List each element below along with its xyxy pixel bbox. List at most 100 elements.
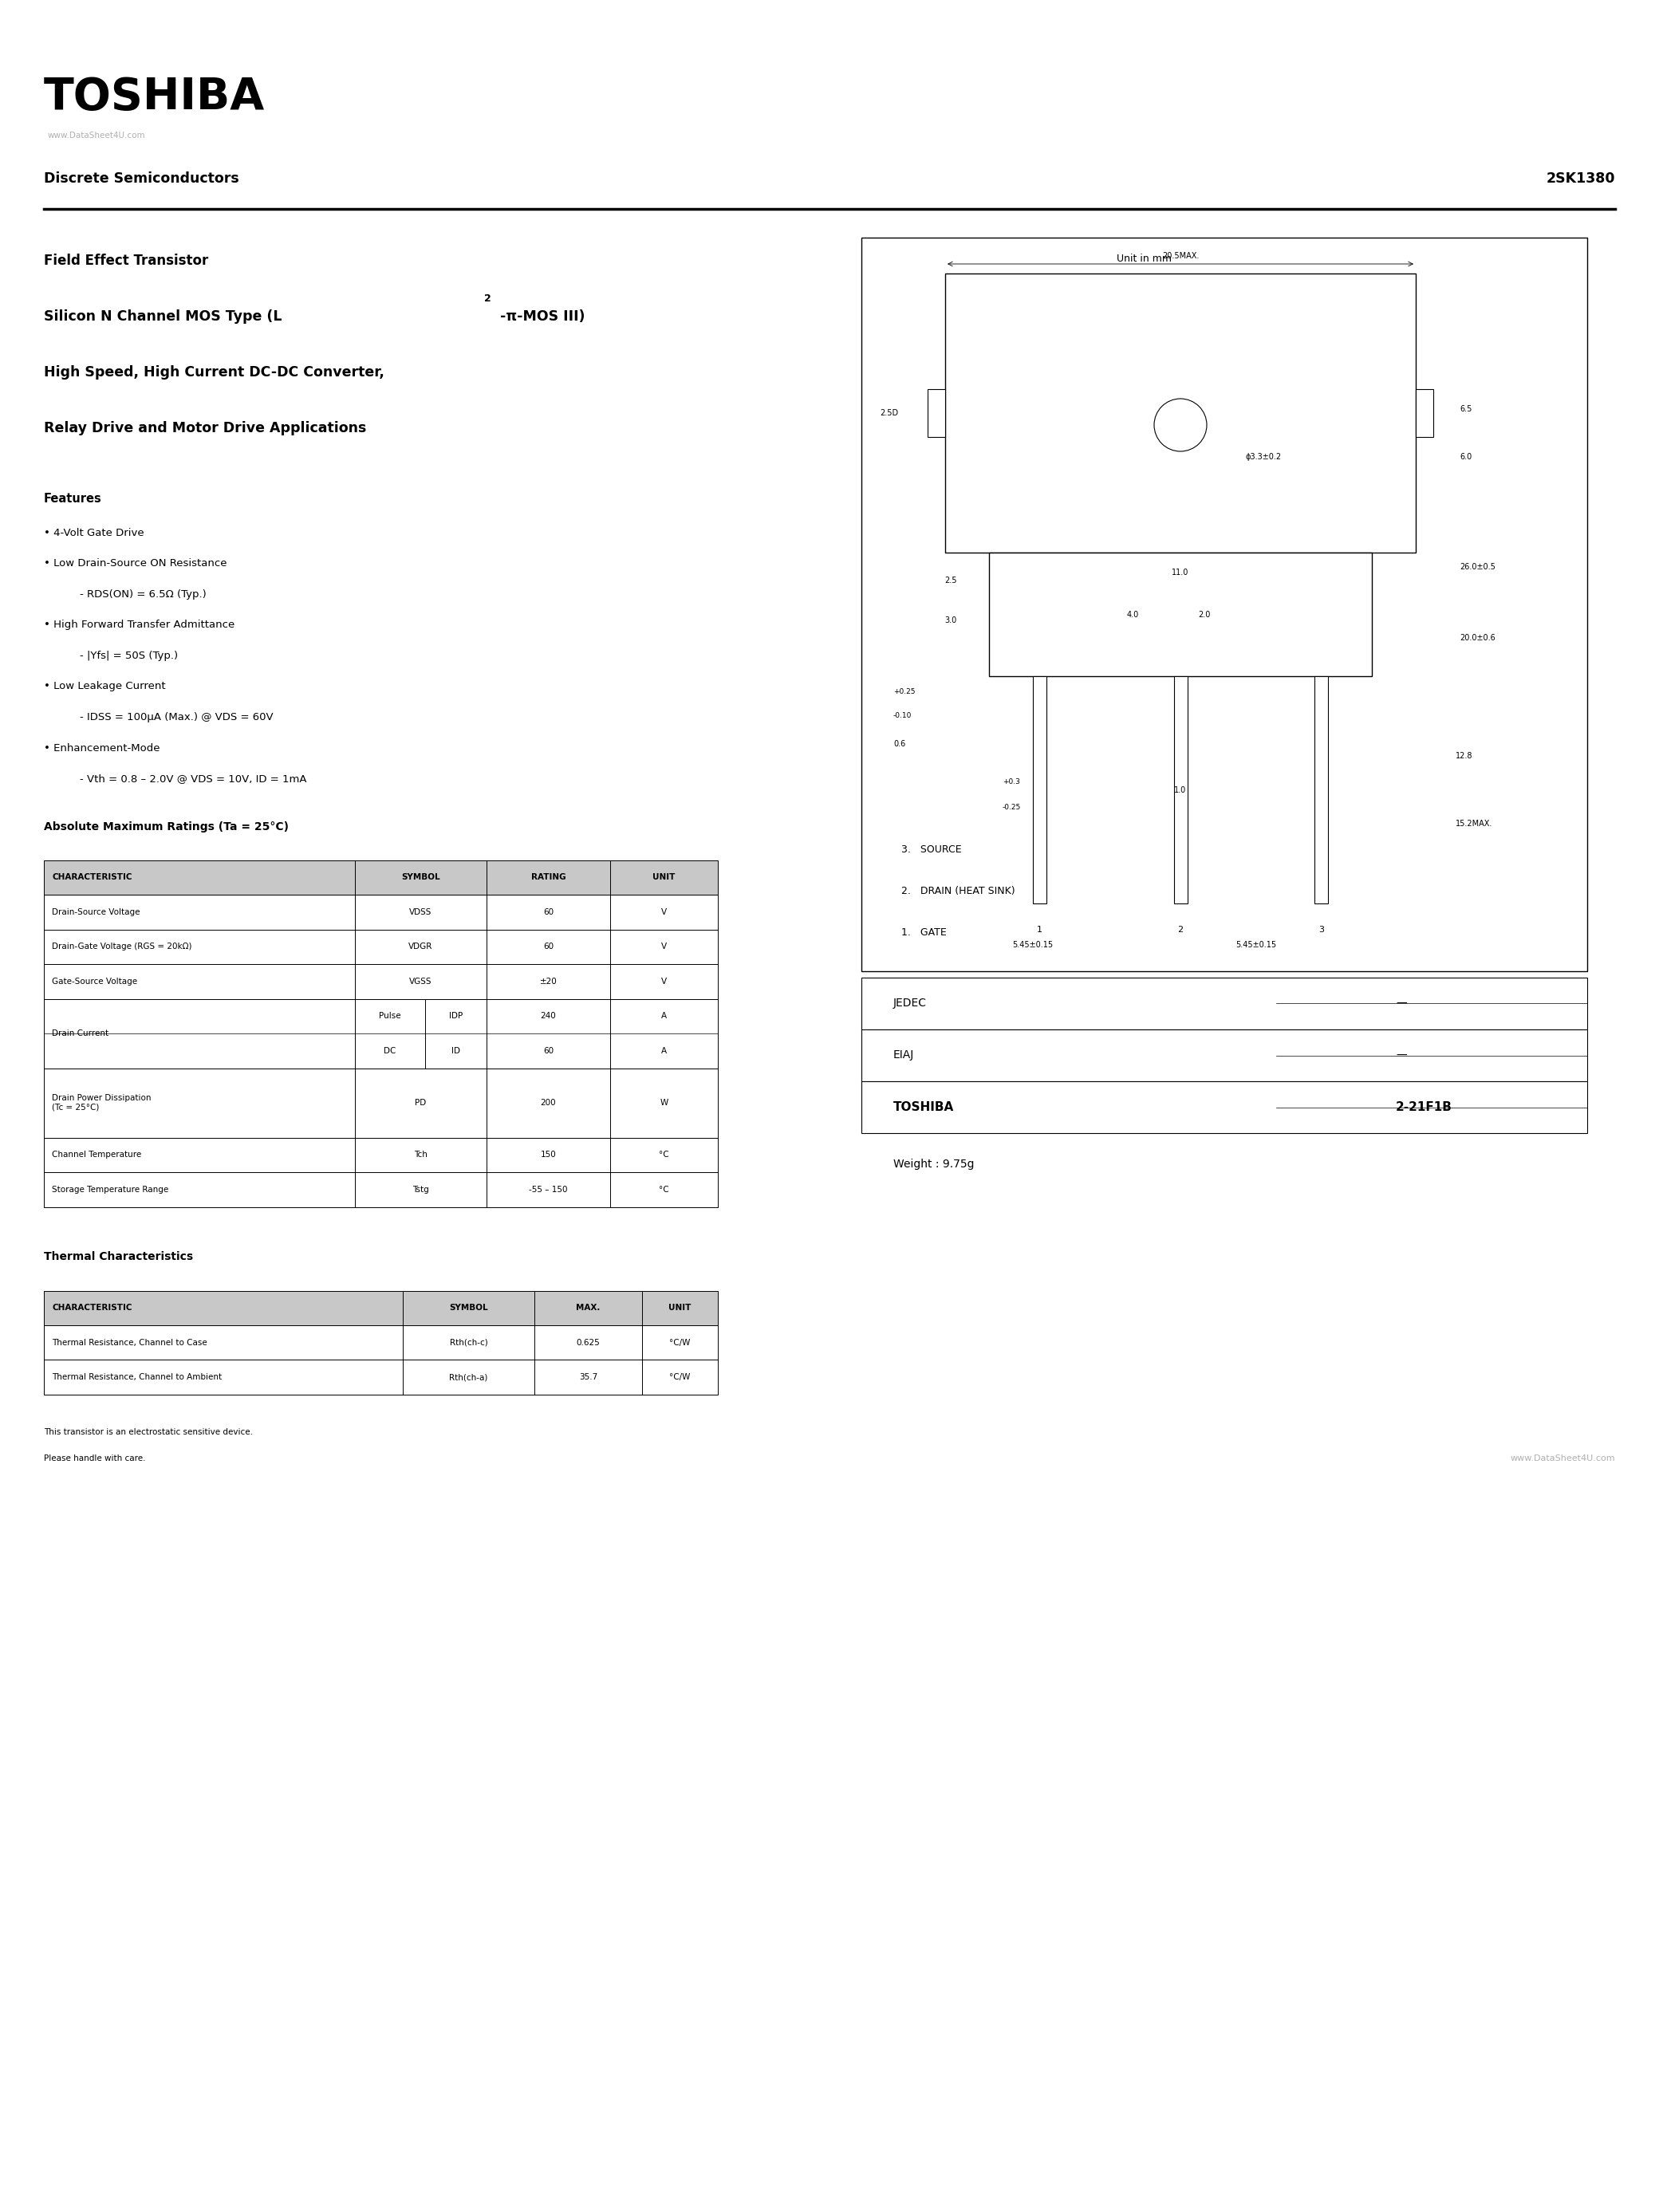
Text: Rth(ch-a): Rth(ch-a)	[450, 1374, 488, 1380]
Bar	[43, 1068, 718, 1137]
Bar	[927, 389, 946, 438]
Text: • 4-Volt Gate Drive: • 4-Volt Gate Drive	[43, 529, 144, 538]
Text: • High Forward Transfer Admittance: • High Forward Transfer Admittance	[43, 619, 234, 630]
Text: CHARACTERISTIC: CHARACTERISTIC	[51, 874, 133, 880]
Text: 6.5: 6.5	[1460, 405, 1472, 414]
Bar	[1314, 677, 1327, 902]
Text: Silicon N Channel MOS Type (L: Silicon N Channel MOS Type (L	[43, 310, 282, 323]
Text: ±20: ±20	[539, 978, 557, 984]
Text: 2.5D: 2.5D	[879, 409, 899, 418]
Text: +0.3: +0.3	[1002, 779, 1020, 785]
Text: IDP: IDP	[450, 1013, 463, 1020]
Text: 60: 60	[542, 942, 554, 951]
Text: 2.5: 2.5	[944, 577, 957, 584]
Text: VDGR: VDGR	[408, 942, 433, 951]
Text: 1: 1	[1037, 927, 1042, 933]
Text: -π-MOS III): -π-MOS III)	[499, 310, 586, 323]
Text: Thermal Characteristics: Thermal Characteristics	[43, 1250, 192, 1261]
Text: Absolute Maximum Ratings (Ta = 25°C): Absolute Maximum Ratings (Ta = 25°C)	[43, 821, 289, 834]
Text: Relay Drive and Motor Drive Applications: Relay Drive and Motor Drive Applications	[43, 420, 367, 436]
Text: 0.625: 0.625	[576, 1338, 601, 1347]
Text: Field Effect Transistor: Field Effect Transistor	[43, 254, 209, 268]
Text: 4.0: 4.0	[1126, 611, 1138, 619]
Text: • Low Leakage Current: • Low Leakage Current	[43, 681, 166, 692]
Text: TOSHIBA: TOSHIBA	[893, 1102, 954, 1113]
Text: 60: 60	[542, 909, 554, 916]
Text: —: —	[1395, 1051, 1407, 1062]
Text: °C/W: °C/W	[670, 1374, 690, 1380]
Bar	[861, 978, 1588, 1029]
Text: - IDSS = 100μA (Max.) @ VDS = 60V: - IDSS = 100μA (Max.) @ VDS = 60V	[80, 712, 274, 723]
Text: VGSS: VGSS	[410, 978, 431, 984]
Text: W: W	[660, 1099, 669, 1106]
Bar	[1173, 677, 1188, 902]
Text: 3: 3	[1319, 927, 1324, 933]
Text: 60: 60	[542, 1046, 554, 1055]
Text: -55 – 150: -55 – 150	[529, 1186, 567, 1194]
Text: 35.7: 35.7	[579, 1374, 597, 1380]
Text: °C: °C	[659, 1150, 669, 1159]
Text: 2-21F1B: 2-21F1B	[1395, 1102, 1452, 1113]
Text: A: A	[662, 1013, 667, 1020]
Text: 1.   GATE: 1. GATE	[901, 927, 947, 938]
Text: Weight : 9.75g: Weight : 9.75g	[893, 1159, 974, 1170]
Text: Drain Current: Drain Current	[51, 1029, 108, 1037]
Bar	[1034, 677, 1047, 902]
Text: A: A	[662, 1046, 667, 1055]
Text: RATING: RATING	[531, 874, 566, 880]
Text: • Low Drain-Source ON Resistance: • Low Drain-Source ON Resistance	[43, 560, 227, 568]
Text: Drain-Gate Voltage (RGS = 20kΩ): Drain-Gate Voltage (RGS = 20kΩ)	[51, 942, 192, 951]
Text: -0.25: -0.25	[1002, 803, 1020, 812]
Text: JEDEC: JEDEC	[893, 998, 927, 1009]
Text: 6.0: 6.0	[1460, 453, 1472, 460]
Text: 5.45±0.15: 5.45±0.15	[1236, 940, 1277, 949]
Text: This transistor is an electrostatic sensitive device.: This transistor is an electrostatic sens…	[43, 1429, 252, 1436]
Circle shape	[1155, 398, 1206, 451]
Text: Unit in mm: Unit in mm	[1117, 254, 1171, 263]
Text: 2: 2	[484, 294, 491, 303]
Bar	[43, 894, 718, 929]
Text: 2: 2	[1178, 927, 1183, 933]
Text: 240: 240	[541, 1013, 556, 1020]
Text: 11.0: 11.0	[1171, 568, 1190, 577]
Text: V: V	[662, 942, 667, 951]
Text: EIAJ: EIAJ	[893, 1051, 914, 1062]
Text: High Speed, High Current DC-DC Converter,: High Speed, High Current DC-DC Converter…	[43, 365, 385, 380]
Text: Gate-Source Voltage: Gate-Source Voltage	[51, 978, 138, 984]
Text: —: —	[1395, 998, 1407, 1009]
Text: UNIT: UNIT	[669, 1303, 692, 1312]
Text: ID: ID	[451, 1046, 460, 1055]
Bar	[43, 1000, 718, 1068]
Text: 12.8: 12.8	[1455, 752, 1473, 759]
Text: Channel Temperature: Channel Temperature	[51, 1150, 141, 1159]
Bar	[43, 860, 718, 894]
Text: SYMBOL: SYMBOL	[450, 1303, 488, 1312]
Text: Rth(ch-c): Rth(ch-c)	[450, 1338, 488, 1347]
Text: www.DataSheet4U.com: www.DataSheet4U.com	[1510, 1455, 1616, 1462]
Text: °C: °C	[659, 1186, 669, 1194]
Bar	[861, 1082, 1588, 1133]
Bar	[43, 1172, 718, 1208]
Text: • Enhancement-Mode: • Enhancement-Mode	[43, 743, 159, 752]
Text: 150: 150	[541, 1150, 556, 1159]
Text: - RDS(ON) = 6.5Ω (Typ.): - RDS(ON) = 6.5Ω (Typ.)	[80, 588, 206, 599]
Text: Please handle with care.: Please handle with care.	[43, 1455, 146, 1462]
Text: Thermal Resistance, Channel to Case: Thermal Resistance, Channel to Case	[51, 1338, 207, 1347]
Text: Drain Power Dissipation
(Tc = 25°C): Drain Power Dissipation (Tc = 25°C)	[51, 1095, 151, 1110]
Text: PD: PD	[415, 1099, 426, 1106]
Bar	[861, 1029, 1588, 1082]
Bar	[43, 1137, 718, 1172]
Text: +0.25: +0.25	[893, 688, 916, 697]
Text: SYMBOL: SYMBOL	[401, 874, 440, 880]
Text: Thermal Resistance, Channel to Ambient: Thermal Resistance, Channel to Ambient	[51, 1374, 222, 1380]
Text: 2.   DRAIN (HEAT SINK): 2. DRAIN (HEAT SINK)	[901, 887, 1015, 896]
Text: CHARACTERISTIC: CHARACTERISTIC	[51, 1303, 133, 1312]
Text: DC: DC	[383, 1046, 397, 1055]
Text: VDSS: VDSS	[410, 909, 431, 916]
Text: 2SK1380: 2SK1380	[1546, 173, 1616, 186]
Text: 20.5MAX.: 20.5MAX.	[1161, 252, 1199, 261]
Text: ϕ3.3±0.2: ϕ3.3±0.2	[1246, 453, 1282, 460]
Text: -0.10: -0.10	[893, 712, 912, 719]
Text: Tstg: Tstg	[413, 1186, 430, 1194]
Text: V: V	[662, 978, 667, 984]
